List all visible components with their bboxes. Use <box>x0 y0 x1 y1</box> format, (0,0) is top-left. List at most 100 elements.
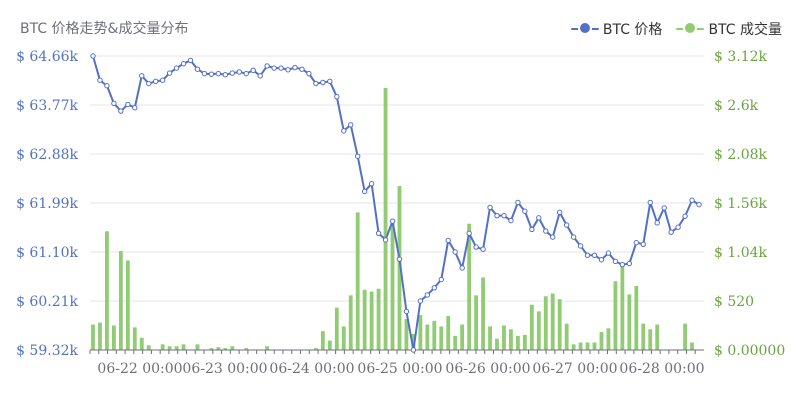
price-point <box>543 228 549 234</box>
volume-bar <box>578 342 583 350</box>
volume-bar <box>585 342 590 350</box>
volume-bar <box>167 346 172 350</box>
x-tick-label: 06-28 00:00 <box>619 361 704 377</box>
y-right-tick-label: $ 520 <box>714 294 754 310</box>
volume-bar <box>160 344 165 350</box>
volume-bar <box>432 320 437 350</box>
y-left-tick-label: $ 63.77k <box>16 98 78 114</box>
price-point <box>640 241 646 247</box>
volume-bar <box>592 342 597 350</box>
legend-label-volume: BTC 成交量 <box>708 22 782 38</box>
price-point <box>292 64 298 71</box>
volume-bar <box>425 324 430 350</box>
price-line <box>92 55 700 351</box>
price-point <box>445 237 451 244</box>
price-point <box>522 208 528 214</box>
price-point <box>570 234 577 240</box>
price-point <box>166 70 173 76</box>
price-point <box>104 83 110 89</box>
x-tick-label: 06-24 00:00 <box>269 361 354 377</box>
volume-bar <box>327 340 332 350</box>
price-point <box>354 153 361 159</box>
volume-bar <box>223 348 228 350</box>
volume-bar <box>118 251 123 350</box>
price-point <box>306 70 312 77</box>
price-point <box>417 298 424 304</box>
price-point <box>605 250 612 256</box>
price-point <box>689 197 695 203</box>
volume-bar <box>125 260 130 350</box>
volume-bar <box>648 329 653 350</box>
volume-bar <box>627 294 632 350</box>
price-point <box>368 181 375 187</box>
price-point <box>473 244 479 250</box>
volume-bar <box>599 332 604 350</box>
volume-bar <box>341 326 346 350</box>
price-point <box>501 212 507 219</box>
price-point <box>410 347 417 353</box>
volume-bar <box>376 288 381 350</box>
volume-bar <box>474 295 479 350</box>
price-point <box>243 70 249 77</box>
price-point <box>556 209 563 216</box>
volume-bar <box>613 281 618 350</box>
price-point <box>159 77 166 83</box>
volume-bar <box>557 299 562 350</box>
price-point <box>668 229 674 235</box>
legend-item-volume[interactable]: BTC 成交量 <box>676 19 782 39</box>
price-point <box>118 108 124 114</box>
price-point <box>633 239 640 246</box>
volume-bar <box>195 344 200 350</box>
volume-bar <box>634 285 639 350</box>
volume-bar <box>209 348 214 350</box>
price-point <box>229 70 236 76</box>
price-point <box>382 237 389 243</box>
price-point <box>515 199 521 206</box>
y-right-tick-label: $ 1.56k <box>714 196 768 212</box>
price-point <box>348 122 354 128</box>
y-right-tick-label: $ 3.12k <box>714 49 768 65</box>
volume-bar <box>418 315 423 350</box>
price-point <box>494 212 500 219</box>
price-point <box>173 65 180 71</box>
y-right-tick-label: $ 1.04k <box>714 245 768 261</box>
price-point <box>139 73 145 79</box>
price-point <box>208 71 215 77</box>
volume-bar <box>404 318 409 350</box>
price-point <box>682 213 688 219</box>
volume-bar <box>571 344 576 350</box>
volume-bar <box>606 328 611 350</box>
legend-label-price: BTC 价格 <box>602 22 663 38</box>
y-left-tick-label: $ 60.21k <box>16 294 78 310</box>
volume-bar <box>390 222 395 350</box>
volume-bar <box>564 323 569 350</box>
price-point <box>125 101 131 108</box>
price-point <box>90 53 96 59</box>
price-point <box>313 80 319 87</box>
volume-bar <box>543 296 548 350</box>
volume-bar <box>495 338 499 350</box>
price-point <box>375 230 382 236</box>
legend-item-price[interactable]: BTC 价格 <box>570 19 663 39</box>
y-right-tick-label: $ 0.00000 <box>714 343 785 359</box>
volume-bar <box>320 331 325 350</box>
x-tick-label: 06-25 00:00 <box>357 361 442 377</box>
price-point <box>194 66 201 72</box>
volume-bar <box>641 323 646 350</box>
price-point <box>508 217 514 224</box>
price-point <box>320 79 326 86</box>
price-point <box>591 252 598 259</box>
y-left-tick-label: $ 62.88k <box>16 147 78 163</box>
volume-bar <box>181 344 186 350</box>
volume-bar <box>529 304 534 350</box>
volume-bar <box>655 324 660 350</box>
y-right-tick-label: $ 2.08k <box>714 147 768 163</box>
price-point <box>626 260 633 267</box>
price-point <box>250 67 256 74</box>
chart-title: BTC 价格走势&成交量分布 <box>20 21 189 37</box>
volume-bar <box>98 322 102 350</box>
price-point <box>285 67 291 73</box>
volume-bar <box>488 326 492 350</box>
